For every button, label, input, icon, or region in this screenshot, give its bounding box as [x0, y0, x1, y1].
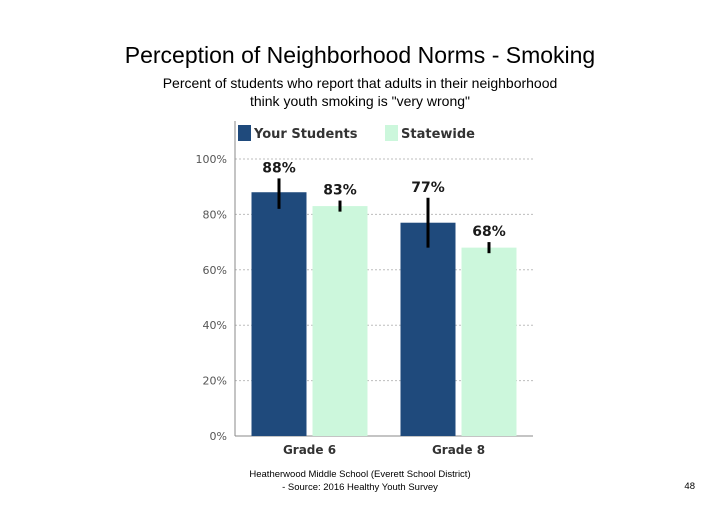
y-tick-label: 20% [203, 375, 227, 388]
bar [312, 206, 368, 436]
chart-subtitle: Percent of students who report that adul… [0, 74, 720, 110]
y-tick-label: 40% [203, 319, 227, 332]
x-tick-label: Grade 8 [432, 443, 485, 457]
legend-label: Statewide [401, 127, 475, 142]
data-label: 68% [472, 224, 506, 240]
bar [251, 192, 307, 436]
subtitle-line-2: think youth smoking is "very wrong" [249, 93, 471, 109]
chart-title: Perception of Neighborhood Norms - Smoki… [124, 42, 596, 68]
data-label: 88% [262, 160, 296, 176]
legend-label: Your Students [253, 127, 358, 142]
data-label: 83% [323, 183, 357, 199]
footer-line-1: Heatherwood Middle School (Everett Schoo… [249, 469, 471, 480]
bar [461, 247, 517, 436]
y-tick-label: 100% [196, 153, 227, 166]
y-tick-label: 60% [203, 264, 227, 277]
legend-swatch [385, 125, 398, 141]
bar [400, 222, 456, 436]
legend-swatch [238, 125, 251, 141]
footer-line-2: - Source: 2016 Healthy Youth Survey [282, 482, 438, 493]
y-tick-label: 0% [210, 430, 227, 443]
source-footer: Heatherwood Middle School (Everett Schoo… [0, 468, 720, 494]
x-tick-label: Grade 6 [283, 443, 336, 457]
data-label: 77% [411, 180, 445, 196]
subtitle-line-1: Percent of students who report that adul… [162, 75, 558, 91]
y-tick-label: 80% [203, 208, 227, 221]
page-number: 48 [684, 481, 695, 492]
